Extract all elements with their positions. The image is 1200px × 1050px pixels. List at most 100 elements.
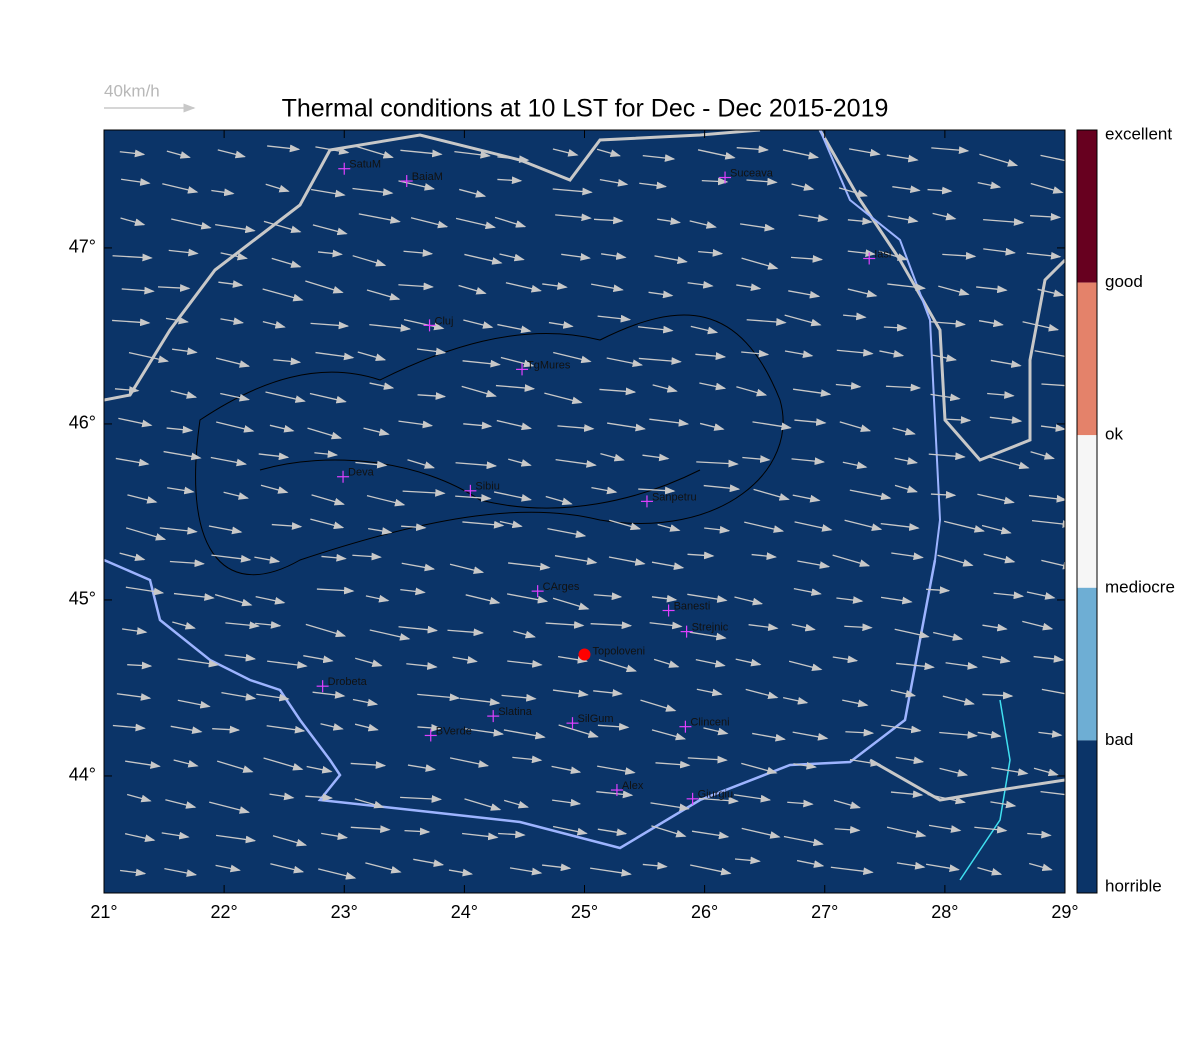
city <box>686 792 699 805</box>
wind-arrow <box>355 460 388 469</box>
wind-arrow <box>792 494 821 503</box>
wind-arrow <box>318 868 357 880</box>
wind-arrow <box>788 290 821 299</box>
city-label: Banesti <box>674 600 711 612</box>
wind-arrow <box>848 148 881 157</box>
wind-arrow <box>303 655 334 664</box>
wind-arrow <box>449 757 490 768</box>
wind-arrow <box>354 798 385 809</box>
wind-arrow <box>752 732 786 742</box>
wind-arrow <box>458 284 487 295</box>
wind-arrow <box>210 456 248 467</box>
wind-arrow <box>982 691 1014 700</box>
wind-arrow <box>790 255 824 263</box>
wind-arrow <box>842 699 869 708</box>
wind-arrow <box>639 181 667 190</box>
city <box>610 784 623 797</box>
wind-arrow <box>987 391 1015 399</box>
wind-arrow <box>258 452 290 461</box>
wind-arrow <box>784 314 822 327</box>
wind-arrow <box>933 631 964 641</box>
wind-arrow <box>124 833 156 843</box>
wind-arrow <box>311 494 345 506</box>
wind-arrow <box>698 248 724 257</box>
wind-arrow <box>797 560 831 569</box>
wind-arrow <box>1041 688 1065 695</box>
wind-arrow <box>503 799 529 809</box>
wind-arrow <box>122 627 148 635</box>
x-tick-label: 27° <box>811 902 838 922</box>
wind-arrow <box>215 834 257 844</box>
city <box>640 495 653 508</box>
wind-arrow <box>927 186 953 195</box>
wind-arrow <box>262 320 286 329</box>
wind-arrow <box>931 146 970 155</box>
wind-arrow <box>753 488 790 501</box>
wind-arrow <box>125 586 165 596</box>
wind-arrow <box>212 725 241 734</box>
wind-arrow <box>746 318 787 326</box>
wind-arrow <box>462 359 501 368</box>
river <box>819 130 942 561</box>
wind-arrow <box>262 288 304 302</box>
city <box>719 171 732 184</box>
wind-arrow <box>942 251 977 260</box>
wind-arrow <box>417 693 461 702</box>
wind-arrow <box>305 280 344 294</box>
wind-arrow <box>1034 350 1065 361</box>
wind-arrow <box>166 425 194 434</box>
wind-arrow <box>449 563 485 574</box>
city-label: Sanpetru <box>652 491 697 503</box>
wind-arrow <box>116 693 152 701</box>
colorbar-label: horrible <box>1105 876 1162 895</box>
wind-arrow <box>112 253 153 262</box>
wind-arrow <box>552 187 593 196</box>
wind-arrow <box>887 283 926 292</box>
wind-arrow <box>655 760 691 769</box>
wind-arrow <box>597 828 628 837</box>
wind-arrow <box>369 382 395 390</box>
wind-arrow <box>211 554 252 563</box>
wind-arrow <box>651 594 678 603</box>
wind-arrow <box>507 659 543 668</box>
wind-arrow <box>211 188 235 197</box>
x-tick-label: 28° <box>931 902 958 922</box>
wind-arrow <box>651 561 685 570</box>
wind-arrow <box>353 144 394 159</box>
wind-arrow <box>928 824 962 833</box>
wind-arrow <box>447 628 484 637</box>
wind-arrow <box>687 551 715 560</box>
wind-arrow <box>404 827 431 836</box>
city <box>680 625 693 638</box>
wind-arrow <box>945 416 972 424</box>
wind-arrow <box>171 218 212 230</box>
wind-arrow <box>552 597 590 610</box>
wind-arrow <box>506 593 549 604</box>
wind-arrow <box>164 868 198 877</box>
wind-arrow <box>462 520 505 529</box>
city <box>662 604 675 617</box>
wind-arrow <box>783 835 824 847</box>
wind-arrow <box>648 290 674 299</box>
wind-arrow <box>316 586 355 595</box>
wind-arrow <box>548 321 574 329</box>
wind-arrow <box>896 662 935 671</box>
city <box>531 585 544 598</box>
wind-arrow <box>126 793 152 803</box>
wind-arrow <box>788 660 823 672</box>
wind-arrow <box>977 493 1015 505</box>
wind-arrow <box>1026 251 1062 260</box>
wind-arrow <box>784 350 814 359</box>
wind-arrow <box>699 382 727 391</box>
wind-arrow <box>159 526 198 535</box>
wind-arrow <box>1040 424 1065 432</box>
wind-arrow <box>881 724 922 734</box>
wind-arrow <box>734 596 764 606</box>
wind-arrow <box>599 387 637 396</box>
wind-arrow <box>403 319 445 331</box>
wind-arrow <box>552 148 579 157</box>
wind-arrow <box>697 149 736 160</box>
city <box>487 710 500 723</box>
wind-arrow <box>744 521 785 533</box>
wind-arrow <box>830 866 874 876</box>
